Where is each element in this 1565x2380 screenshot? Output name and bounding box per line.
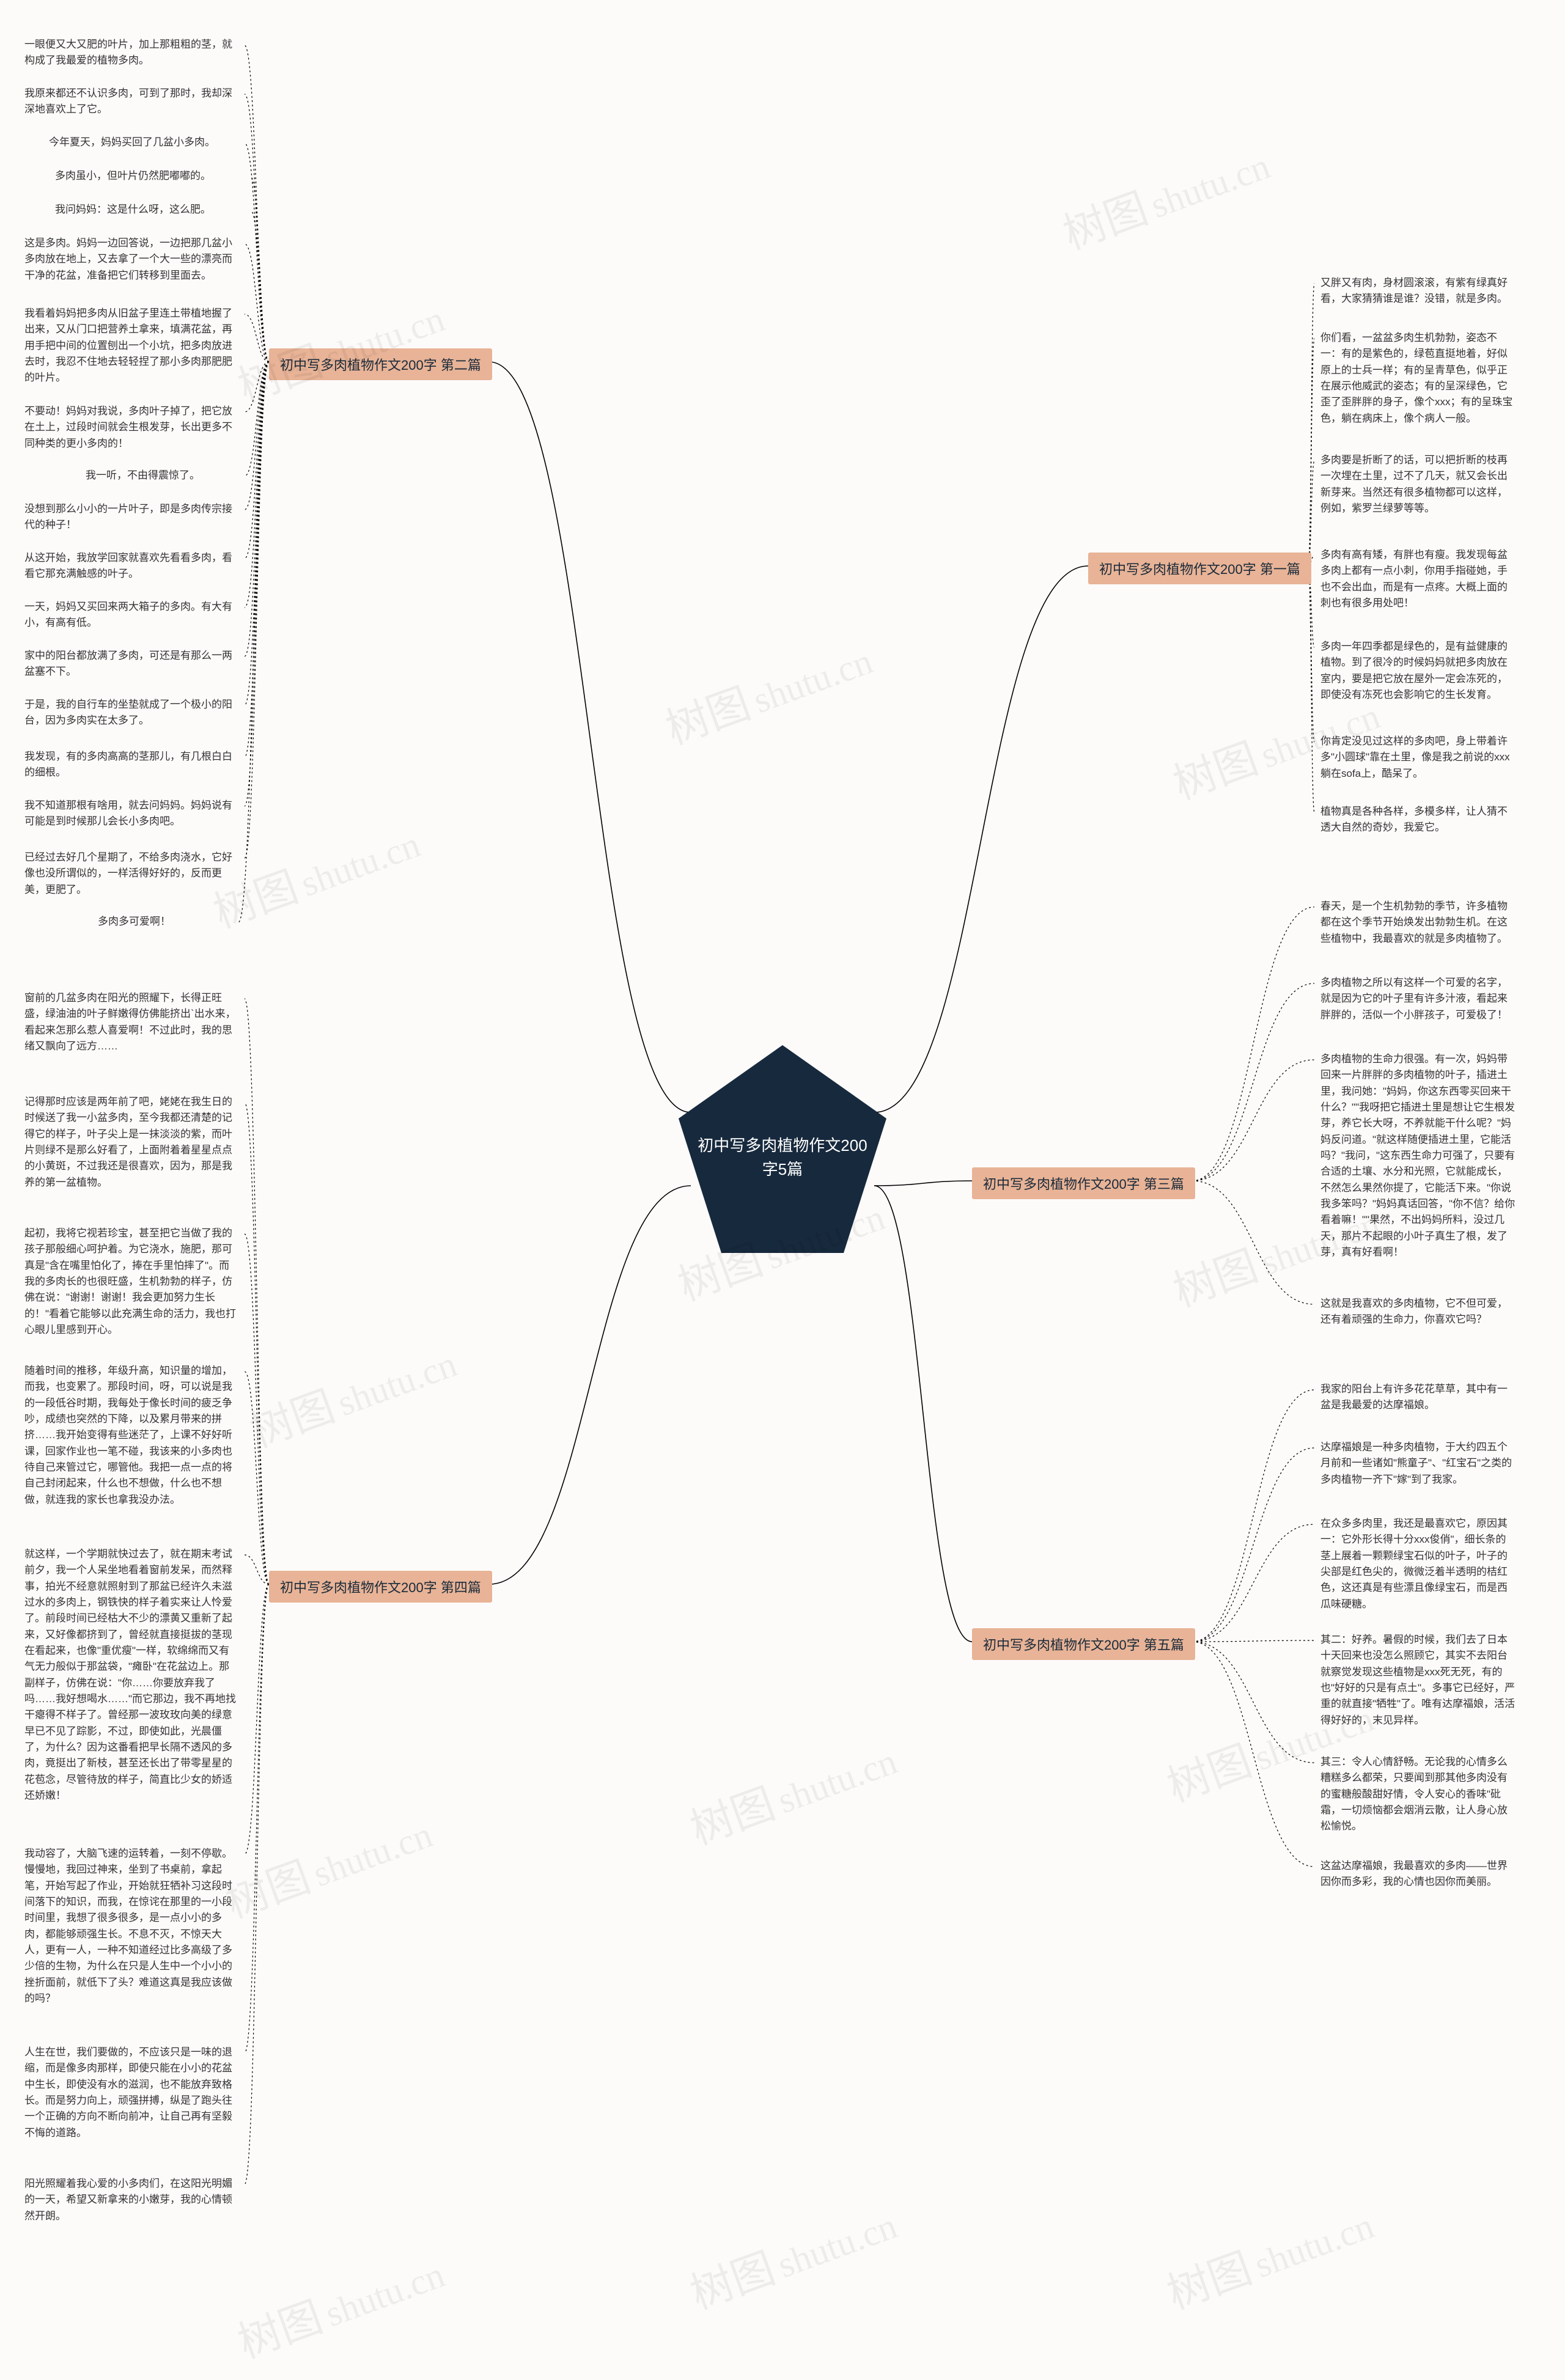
watermark: 树图shutu.cn — [240, 1328, 463, 1460]
leaf-text: 我不知道那根有啥用，就去问妈妈。妈妈说有可能是到时候那儿会长小多肉吧。 — [24, 798, 238, 830]
leaf-text: 多肉要是折断了的话，可以把折断的枝再一次埋在土里，过不了几天，就又会长出新芽来。… — [1320, 452, 1516, 516]
leaf-text: 就这样，一个学期就快过去了，就在期末考试前夕，我一个人呆坐地看着窗前发呆，而然释… — [24, 1546, 238, 1804]
branch-label[interactable]: 初中写多肉植物作文200字 第五篇 — [972, 1628, 1195, 1660]
leaf-text: 你们看，一盆盆多肉生机勃勃，姿态不一：有的是紫色的，绿苞直挺地着，好似原上的士兵… — [1320, 330, 1516, 427]
leaf-text: 今年夏天，妈妈买回了几盆小多肉。 — [49, 134, 238, 150]
leaf-text: 阳光照耀着我心爱的小多肉们，在这阳光明媚的一天，希望又新拿来的小嫩芽，我的心情顿… — [24, 2176, 238, 2224]
branch-label[interactable]: 初中写多肉植物作文200字 第一篇 — [1088, 553, 1311, 584]
leaf-text: 多肉有高有矮，有胖也有瘦。我发现每盆多肉上都有一点小刺，你用手指碰她，手也不会出… — [1320, 547, 1516, 611]
leaf-text: 不要动！妈妈对我说，多肉叶子掉了，把它放在土上，过段时间就会生根发芽，长出更多不… — [24, 403, 238, 452]
mindmap-canvas: 初中写多肉植物作文200字5篇 初中写多肉植物作文200字 第一篇 又胖又有肉，身… — [0, 0, 1565, 2380]
branch-label[interactable]: 初中写多肉植物作文200字 第三篇 — [972, 1167, 1195, 1199]
leaf-text: 多肉虽小，但叶片仍然肥嘟嘟的。 — [55, 168, 245, 184]
leaf-text: 在众多多肉里，我还是最喜欢它，原因其一：它外形长得十分xxx俊俏"，细长条的茎上… — [1320, 1516, 1516, 1612]
leaf-text: 这就是我喜欢的多肉植物，它不但可爱，还有着顽强的生命力，你喜欢它吗？ — [1320, 1296, 1516, 1328]
leaf-text: 我问妈妈：这是什么呀，这么肥。 — [55, 202, 245, 218]
leaf-text: 春天，是一个生机勃勃的季节，许多植物都在这个季节开始焕发出勃勃生机。在这些植物中… — [1320, 898, 1516, 947]
leaf-text: 我发现，有的多肉高高的茎那儿，有几根白白的细根。 — [24, 749, 238, 781]
center-node[interactable]: 初中写多肉植物作文200字5篇 — [672, 1039, 893, 1259]
leaf-text: 于是，我的自行车的坐垫就成了一个极小的阳台，因为多肉实在太多了。 — [24, 697, 238, 729]
leaf-text: 这盆达摩福娘，我最喜欢的多肉——世界因你而多彩，我的心情也因你而美丽。 — [1320, 1858, 1516, 1890]
leaf-text: 植物真是各种各样，多模多样，让人猜不透大自然的奇妙，我爱它。 — [1320, 804, 1516, 836]
leaf-text: 你肯定没见过这样的多肉吧，身上带着许多"小圆球"靠在土里，像是我之前说的xxx躺… — [1320, 733, 1516, 782]
branch-label[interactable]: 初中写多肉植物作文200字 第四篇 — [269, 1571, 492, 1603]
leaf-text: 这是多肉。妈妈一边回答说，一边把那几盆小多肉放在地上，又去拿了一个大一些的漂亮而… — [24, 235, 238, 284]
watermark: 树图shutu.cn — [680, 1725, 904, 1857]
leaf-text: 又胖又有肉，身材圆滚滚，有紫有绿真好看，大家猜猜谁是谁？没错，就是多肉。 — [1320, 275, 1516, 307]
leaf-text: 我动容了，大脑飞速的运转着，一刻不停歇。慢慢地，我回过神来，坐到了书桌前，拿起笔… — [24, 1846, 238, 2007]
branch-label[interactable]: 初中写多肉植物作文200字 第二篇 — [269, 348, 492, 380]
leaf-text: 多肉多可爱啊！ — [98, 914, 232, 930]
watermark: 树图shutu.cn — [228, 2239, 451, 2370]
leaf-text: 达摩福娘是一种多肉植物，于大约四五个月前和一些诸如"熊童子"、"红宝石"之类的多… — [1320, 1439, 1516, 1488]
watermark: 树图shutu.cn — [1157, 2190, 1380, 2321]
leaf-text: 多肉一年四季都是绿色的，是有益健康的植物。到了很冷的时候妈妈就把多肉放在室内，要… — [1320, 639, 1516, 703]
leaf-text: 其二：好养。暑假的时候，我们去了日本十天回来也没怎么照顾它，其实不去阳台就察觉发… — [1320, 1632, 1516, 1728]
leaf-text: 起初，我将它视若珍宝，甚至把它当做了我的孩子那般细心呵护着。为它浇水，施肥，那可… — [24, 1225, 238, 1338]
leaf-text: 多肉植物的生命力很强。有一次，妈妈带回来一片胖胖的多肉植物的叶子，插进土里，我问… — [1320, 1051, 1516, 1260]
watermark: 树图shutu.cn — [1053, 130, 1276, 262]
leaf-text: 我原来都还不认识多肉，可到了那时，我却深深地喜欢上了它。 — [24, 86, 238, 118]
leaf-text: 我家的阳台上有许多花花草草，其中有一盆是我最爱的达摩福娘。 — [1320, 1381, 1516, 1414]
leaf-text: 随着时间的推移，年级升高，知识量的增加，而我，也变累了。那段时间，呀，可以说是我… — [24, 1363, 238, 1508]
leaf-text: 多肉植物之所以有这样一个可爱的名字，就是因为它的叶子里有许多汁液，看起来胖胖的，… — [1320, 975, 1516, 1023]
leaf-text: 一天，妈妈又买回来两大箱子的多肉。有大有小，有高有低。 — [24, 599, 238, 631]
leaf-text: 记得那时应该是两年前了吧，姥姥在我生日的时候送了我一小盆多肉，至今我都还清楚的记… — [24, 1094, 238, 1191]
leaf-text: 窗前的几盆多肉在阳光的照耀下，长得正旺盛，绿油油的叶子鲜嫩得仿佛能挤出`出水来，… — [24, 990, 238, 1054]
watermark: 树图shutu.cn — [216, 1799, 439, 1930]
leaf-text: 从这开始，我放学回家就喜欢先看看多肉，看看它那充满触感的叶子。 — [24, 550, 238, 582]
leaf-text: 家中的阳台都放满了多肉，可还是有那么一两盆塞不下。 — [24, 648, 238, 680]
leaf-text: 一眼便又大又肥的叶片，加上那粗粗的茎，就构成了我最爱的植物多肉。 — [24, 37, 238, 69]
center-label: 初中写多肉植物作文200字5篇 — [672, 1134, 893, 1181]
watermark: 树图shutu.cn — [656, 625, 879, 757]
leaf-text: 其三：令人心情舒畅。无论我的心情多么糟糕多么都荣，只要闻到那其他多肉没有的蜜糖般… — [1320, 1754, 1516, 1835]
leaf-text: 我一听，不由得震惊了。 — [86, 468, 238, 483]
watermark: 树图shutu.cn — [680, 2190, 904, 2321]
leaf-text: 人生在世，我们要做的，不应该只是一味的退缩，而是像多肉那样，即使只能在小小的花盆… — [24, 2044, 238, 2141]
leaf-text: 没想到那么小小的一片叶子，即是多肉传宗接代的种子！ — [24, 501, 238, 534]
leaf-text: 已经过去好几个星期了，不给多肉浇水，它好像也没所谓似的，一样活得好好的，反而更美… — [24, 850, 238, 898]
leaf-text: 我看着妈妈把多肉从旧盆子里连土带植地握了出来，又从门口把营养土拿来，填满花盆，再… — [24, 306, 238, 386]
